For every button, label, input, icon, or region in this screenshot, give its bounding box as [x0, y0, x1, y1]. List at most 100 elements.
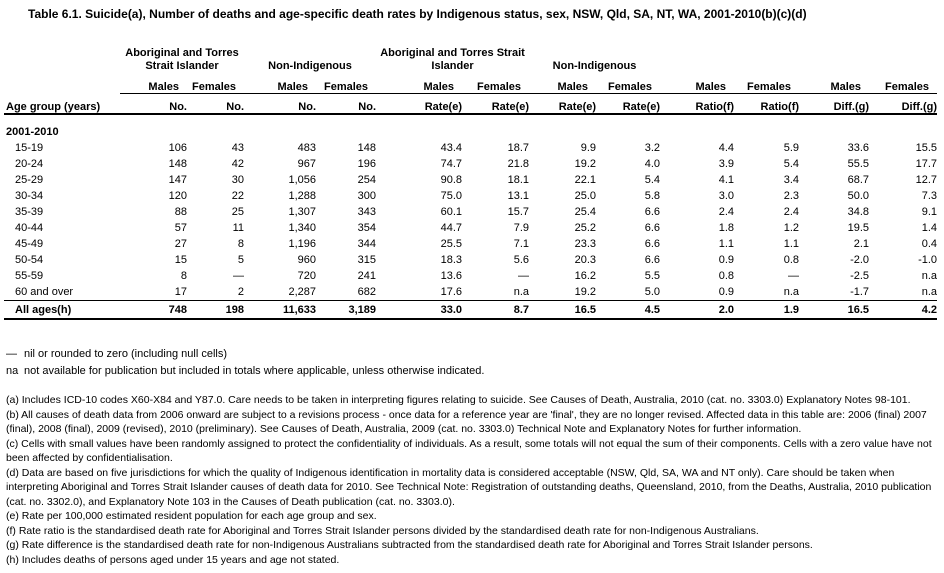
legend-symbol: — — [6, 348, 17, 360]
cell: 6.6 — [644, 206, 661, 218]
row-label: 30-34 — [15, 190, 44, 202]
table-row: 60 and over 17 2 2,287 682 17.6 n.a 19.2 5.0 0.9 n… — [4, 284, 937, 301]
cell: 254 — [357, 174, 377, 186]
cell: 5.5 — [644, 270, 661, 282]
cell: 15.7 — [507, 206, 530, 218]
unit-column-header: Ratio(f) — [734, 93, 800, 115]
spacer-row — [4, 114, 937, 124]
column-group-header: Non-Indigenous — [268, 60, 352, 72]
cell: 148 — [357, 142, 377, 154]
sex-column-header: Males — [799, 73, 870, 94]
sex-column-header: Females — [187, 73, 245, 94]
sex-column-header: Males — [376, 73, 463, 94]
cell: — — [233, 270, 245, 282]
cell: 9.1 — [921, 206, 938, 218]
sex-header-row: Males Females Males Females Males Female… — [4, 73, 938, 94]
cell: 19.2 — [574, 286, 597, 298]
cell: 33.6 — [847, 142, 870, 154]
cell: 19.2 — [574, 158, 597, 170]
cell: 7.3 — [921, 190, 938, 202]
sex-column-header: Females — [316, 73, 377, 94]
cell: 22 — [231, 190, 245, 202]
cell: 1.4 — [921, 222, 938, 234]
cell: 25.5 — [440, 238, 463, 250]
unit-column-header: Rate(e) — [596, 93, 661, 115]
cell: 3,189 — [316, 300, 377, 320]
cell: 1.1 — [718, 238, 735, 250]
cell: 682 — [357, 286, 377, 298]
cell: -1.0 — [918, 254, 938, 266]
table-row: 15-19 106 43 483 148 43.4 18.7 9.9 3.2 4.4 5.9 33.6… — [4, 140, 937, 156]
cell: 33.0 — [376, 300, 463, 320]
cell: 4.1 — [718, 174, 735, 186]
cell: 0.8 — [718, 270, 735, 282]
cell: 17 — [174, 286, 187, 298]
row-label: 15-19 — [15, 142, 44, 154]
cell: 241 — [357, 270, 377, 282]
table-row: 40-44 57 11 1,340 354 44.7 7.9 25.2 6.6 1.8 1.2 19.… — [4, 220, 937, 236]
table-row: 45-49 27 8 1,196 344 25.5 7.1 23.3 6.6 1.1 1.1 2.1 0… — [4, 236, 937, 252]
cell: 148 — [168, 158, 187, 170]
cell: — — [788, 270, 800, 282]
cell: 17.6 — [440, 286, 463, 298]
cell: 20.3 — [574, 254, 597, 266]
cell: 25.0 — [574, 190, 597, 202]
unit-column-header: Rate(e) — [376, 93, 463, 115]
cell: 960 — [297, 254, 317, 266]
cell: 4.2 — [869, 300, 938, 320]
cell: 11,633 — [244, 300, 317, 320]
cell: 57 — [174, 222, 187, 234]
cell: 15.5 — [915, 142, 938, 154]
cell: 17.7 — [915, 158, 938, 170]
cell: 8 — [237, 238, 245, 250]
cell: 2,287 — [288, 286, 317, 298]
cell: n.a — [921, 270, 938, 282]
corner-cell — [4, 33, 120, 73]
cell: 18.1 — [507, 174, 530, 186]
cell: 354 — [357, 222, 377, 234]
cell: 13.6 — [440, 270, 463, 282]
cell: 1.1 — [783, 238, 800, 250]
unit-header-row: Age group (years) No. No. No. No. Rate(e… — [4, 93, 938, 115]
row-label: 35-39 — [15, 206, 44, 218]
cell: 27 — [174, 238, 187, 250]
cell: 90.8 — [440, 174, 463, 186]
cell: 8 — [180, 270, 187, 282]
cell: 1,056 — [288, 174, 317, 186]
section-row: 2001-2010 — [4, 124, 937, 140]
row-label: 50-54 — [15, 254, 44, 266]
group-header-row: Aboriginal and Torres Strait Islander No… — [4, 33, 937, 73]
cell: 300 — [357, 190, 377, 202]
row-label: 60 and over — [15, 286, 74, 298]
row-label: 25-29 — [15, 174, 44, 186]
sex-column-header: Females — [596, 73, 661, 94]
cell: 55.5 — [847, 158, 870, 170]
cell: 11 — [232, 222, 245, 234]
footnote: (c) Cells with small values have been ra… — [6, 437, 932, 465]
sex-column-header: Males — [660, 73, 735, 94]
cell: 344 — [357, 238, 377, 250]
legend-text: nil or rounded to zero (including null c… — [24, 348, 227, 360]
cell: 198 — [187, 300, 245, 320]
cell: 0.4 — [921, 238, 938, 250]
cell: n.a — [921, 286, 938, 298]
cell: 5.4 — [783, 158, 800, 170]
footnote: (b) All causes of death data from 2006 o… — [6, 408, 927, 436]
cell: 106 — [168, 142, 187, 154]
cell: 0.9 — [718, 254, 735, 266]
cell: 22.1 — [574, 174, 597, 186]
sex-column-header: Females — [869, 73, 938, 94]
cell: 16.5 — [799, 300, 870, 320]
cell: 3.0 — [718, 190, 735, 202]
cell: 3.9 — [718, 158, 735, 170]
cell: 16.2 — [574, 270, 597, 282]
legend-item: na not available for publication but incl… — [6, 363, 940, 380]
cell: 7.9 — [513, 222, 530, 234]
cell: 25 — [231, 206, 245, 218]
cell: 1,307 — [288, 206, 317, 218]
footnote: (d) Data are based on five jurisdictions… — [6, 466, 932, 508]
cell: 88 — [174, 206, 187, 218]
cell: 68.7 — [847, 174, 870, 186]
column-group-header: Aboriginal and Torres Strait Islander — [125, 47, 239, 72]
